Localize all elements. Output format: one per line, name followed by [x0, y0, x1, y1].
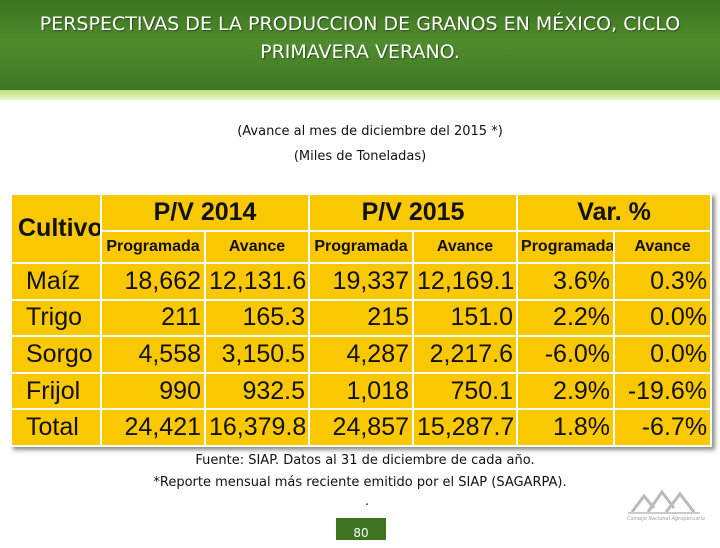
subheader-programada-2015: Programada	[308, 229, 415, 265]
table-cell: 932.5	[203, 371, 311, 411]
table-row: Trigo 211 165.3 215 151.0 2.2% 0.0%	[10, 298, 713, 338]
table-cell: 1.8%	[516, 408, 616, 447]
footnote-source: Fuente: SIAP. Datos al 31 de diciembre d…	[195, 453, 535, 468]
table-cell: 4,287	[308, 335, 415, 374]
header-pv-2014: P/V 2014	[99, 193, 311, 232]
footnote-report: *Reporte mensual más reciente emitido po…	[153, 475, 567, 490]
subheader-avance-var: Avance	[613, 229, 713, 265]
subtitle-units: (Miles de Toneladas)	[293, 149, 427, 164]
table-cell: 165.3	[203, 298, 311, 338]
table-cell: -19.6%	[613, 371, 713, 411]
production-table: Cultivo P/V 2014 P/V 2015 Var. % Program…	[10, 192, 713, 447]
table-total-row: Total 24,421 16,379.8 24,857 15,287.7 1.…	[10, 408, 713, 447]
crop-name: Sorgo	[10, 335, 102, 374]
header-var-pct: Var. %	[516, 193, 713, 232]
table-cell: 2.2%	[516, 298, 616, 338]
table-row: Maíz 18,662 12,131.6 19,337 12,169.1 3.6…	[10, 262, 713, 301]
table-cell: 15,287.7	[412, 408, 519, 447]
table-cell: -6.0%	[516, 335, 616, 374]
footnote-dot: .	[364, 494, 370, 509]
table-cell: 151.0	[412, 298, 519, 338]
table-cell: 0.0%	[613, 298, 713, 338]
table-cell: 18,662	[100, 262, 206, 301]
table-row: Frijol 990 932.5 1,018 750.1 2.9% -19.6%	[10, 371, 713, 411]
total-label: Total	[10, 408, 102, 447]
table-header-row: Cultivo P/V 2014 P/V 2015 Var. %	[10, 192, 713, 265]
table-cell: 12,169.1	[412, 262, 519, 301]
table-cell: 12,131.6	[203, 262, 311, 301]
subheader-programada-var: Programada	[516, 229, 616, 265]
table-cell: 990	[100, 371, 206, 411]
table-row: Sorgo 4,558 3,150.5 4,287 2,217.6 -6.0% …	[10, 335, 713, 374]
table-cell: 3.6%	[516, 262, 616, 301]
title-banner-accent	[0, 90, 720, 100]
table-cell: -6.7%	[613, 408, 713, 447]
table-cell: 1,018	[308, 371, 415, 411]
subheader-avance-2014: Avance	[203, 229, 311, 265]
table-cell: 215	[308, 298, 415, 338]
crop-name: Maíz	[10, 262, 102, 301]
header-pv-2015: P/V 2015	[308, 193, 519, 232]
table-cell: 0.0%	[613, 335, 713, 374]
page-title: PERSPECTIVAS DE LA PRODUCCION DE GRANOS …	[39, 13, 681, 63]
table-cell: 2.9%	[516, 371, 616, 411]
subheader-programada-2014: Programada	[100, 229, 206, 265]
page-number: 80	[336, 518, 386, 540]
table-cell: 3,150.5	[203, 335, 311, 374]
subtitle-date-note: (Avance al mes de diciembre del 2015 *)	[237, 124, 503, 139]
logo-caption: Consejo Nacional Agropecuario	[626, 516, 706, 522]
table-cell: 19,337	[308, 262, 415, 301]
table-cell: 750.1	[412, 371, 519, 411]
header-cultivo: Cultivo	[10, 192, 102, 265]
table-cell: 2,217.6	[412, 335, 519, 374]
table-cell: 16,379.8	[203, 408, 311, 447]
crop-name: Frijol	[10, 371, 102, 411]
crop-name: Trigo	[10, 298, 102, 338]
subheader-avance-2015: Avance	[412, 229, 519, 265]
table-cell: 24,421	[100, 408, 206, 447]
table-cell: 4,558	[100, 335, 206, 374]
table-cell: 24,857	[308, 408, 415, 447]
cna-logo: Consejo Nacional Agropecuario	[620, 486, 712, 528]
table-cell: 0.3%	[613, 262, 713, 301]
table-cell: 211	[100, 298, 206, 338]
table-subheader-row: Programada Avance Programada Avance Prog…	[11, 229, 713, 265]
cna-mountains-logo-icon	[628, 489, 700, 514]
